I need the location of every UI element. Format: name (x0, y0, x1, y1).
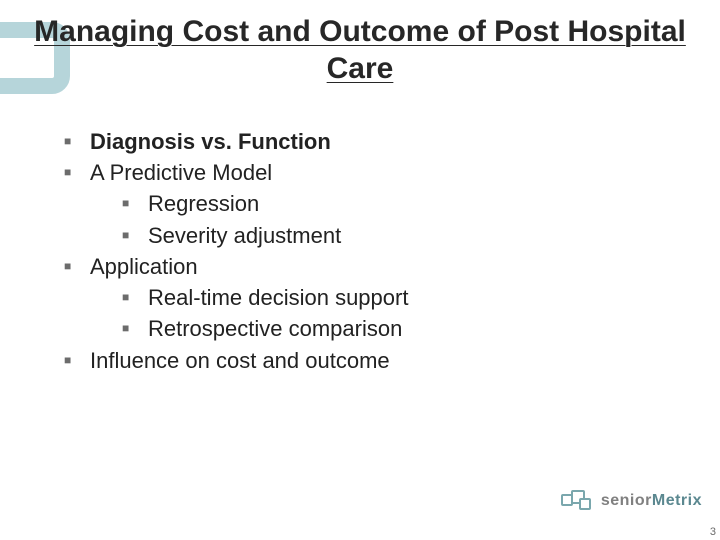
bullet-label: A Predictive Model (90, 160, 272, 185)
bullet-subitem: Real-time decision support (122, 282, 664, 313)
bullet-subitem: Severity adjustment (122, 220, 664, 251)
logo-text: seniorMetrix (601, 492, 702, 510)
bullet-item: A Predictive Model Regression Severity a… (64, 157, 664, 251)
bullet-subitem: Regression (122, 188, 664, 219)
page-number: 3 (710, 526, 716, 538)
bullet-content: Diagnosis vs. Function A Predictive Mode… (64, 126, 664, 376)
slide: Managing Cost and Outcome of Post Hospit… (0, 0, 720, 540)
bullet-item: Application Real-time decision support R… (64, 251, 664, 345)
logo-mark-icon (561, 490, 595, 512)
slide-title: Managing Cost and Outcome of Post Hospit… (0, 14, 720, 87)
logo-prefix: senior (601, 492, 652, 509)
bullet-item: Diagnosis vs. Function (64, 126, 664, 157)
bullet-item: Influence on cost and outcome (64, 345, 664, 376)
logo-suffix: Metrix (652, 492, 702, 509)
bullet-label: Application (90, 254, 198, 279)
bullet-subitem: Retrospective comparison (122, 313, 664, 344)
logo: seniorMetrix (561, 490, 702, 512)
